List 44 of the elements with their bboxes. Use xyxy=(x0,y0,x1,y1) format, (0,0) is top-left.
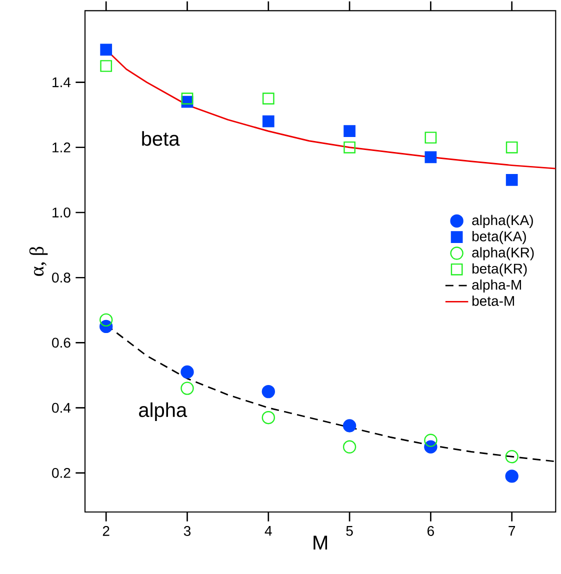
x-tick-label: 6 xyxy=(428,526,434,536)
y-tick-label: 1.0 xyxy=(52,208,70,218)
annotation: beta xyxy=(142,131,180,146)
y-tick-label: 0.8 xyxy=(52,272,70,283)
x-tick-label: 4 xyxy=(264,526,272,536)
point xyxy=(505,450,518,464)
x-tick-label: 3 xyxy=(184,526,191,536)
point xyxy=(344,125,356,138)
point xyxy=(262,410,275,424)
y-tick-label: 1.2 xyxy=(52,142,70,152)
point xyxy=(506,141,518,154)
point xyxy=(424,151,437,164)
point xyxy=(262,115,274,128)
point xyxy=(99,313,113,327)
legend-label: beta-M xyxy=(472,296,514,306)
y-axis-title: α, β xyxy=(29,246,48,276)
point xyxy=(424,434,438,447)
legend-label: alpha(KR) xyxy=(472,247,534,260)
point xyxy=(505,470,518,483)
y-tick-label: 0.4 xyxy=(52,402,71,413)
point xyxy=(100,60,112,72)
point xyxy=(262,384,275,398)
point xyxy=(342,440,356,454)
legend-label: alpha(KA) xyxy=(472,214,533,228)
y-tick-label: 1.4 xyxy=(52,77,71,88)
y-tick-label: 0.6 xyxy=(52,338,70,348)
point xyxy=(180,365,194,379)
x-axis-title: M xyxy=(314,536,328,550)
point xyxy=(180,382,194,395)
y-tick-label: 0.2 xyxy=(52,468,70,478)
point xyxy=(262,92,274,104)
x-tick-label: 2 xyxy=(102,526,110,536)
legend-label: beta(KA) xyxy=(472,231,526,244)
x-tick-label: 5 xyxy=(346,526,353,536)
point xyxy=(506,174,518,186)
point xyxy=(424,132,437,144)
legend-label: alpha-M xyxy=(472,279,521,293)
point xyxy=(181,92,194,104)
point xyxy=(342,419,356,432)
point xyxy=(100,44,112,56)
legend-label: beta(KR) xyxy=(472,263,527,276)
point xyxy=(344,141,356,154)
annotation: alpha xyxy=(139,402,188,422)
x-tick-label: 7 xyxy=(508,526,516,536)
